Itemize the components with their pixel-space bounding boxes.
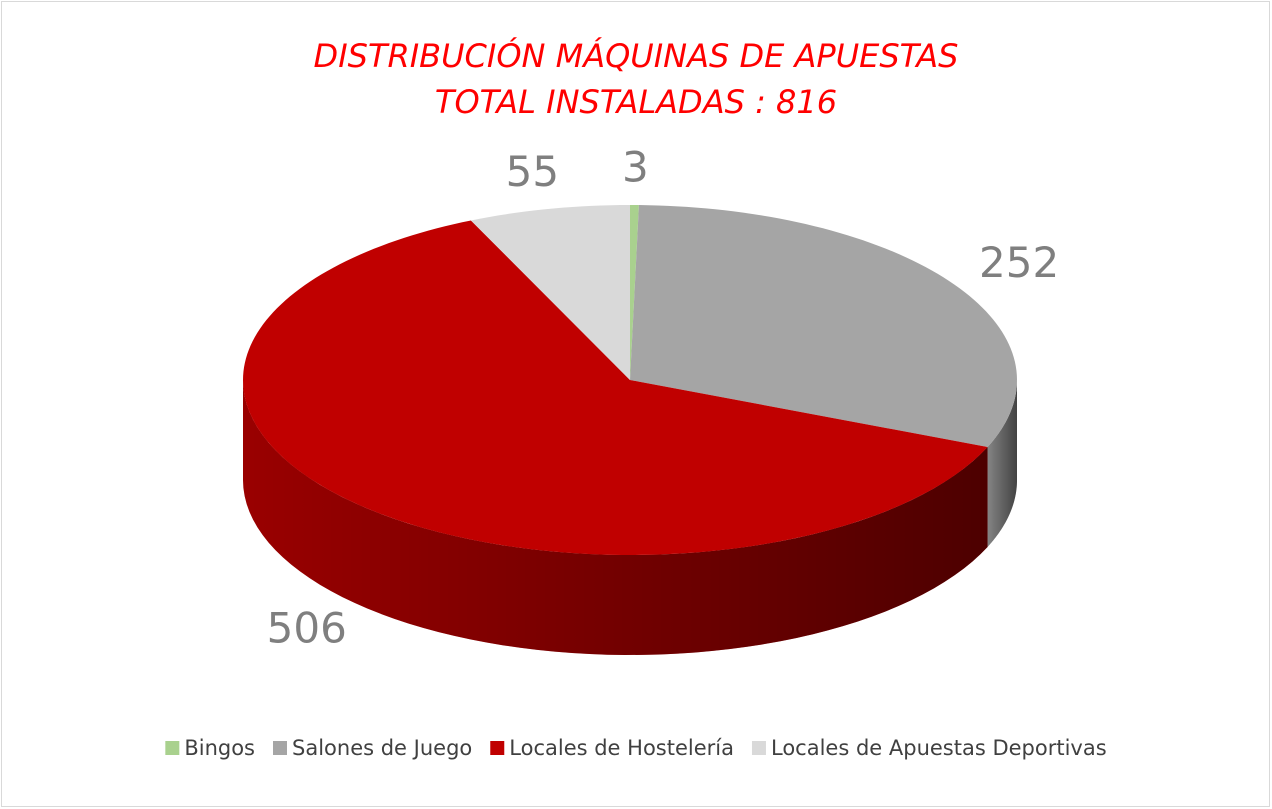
slice-side-shade	[243, 380, 988, 655]
slice	[470, 205, 630, 380]
data-label: 3	[622, 143, 649, 192]
legend-swatch	[751, 741, 766, 755]
slice-side-shade	[987, 380, 1017, 547]
legend-label: Locales de Apuestas Deportivas	[771, 736, 1107, 760]
legend-swatch	[490, 741, 505, 755]
slice	[630, 205, 639, 380]
data-label: 252	[979, 238, 1059, 287]
data-label: 506	[267, 603, 347, 652]
legend-label: Locales de Hostelería	[509, 736, 734, 760]
chart-title: DISTRIBUCIÓN MÁQUINAS DE APUESTAS	[314, 36, 959, 75]
legend-label: Salones de Juego	[292, 736, 472, 760]
slice	[630, 205, 1017, 447]
chart-subtitle: TOTAL INSTALADAS : 816	[435, 83, 837, 121]
legend-swatch	[273, 741, 287, 755]
data-label: 55	[506, 147, 559, 196]
legend-label: Bingos	[184, 736, 255, 760]
slice	[243, 220, 988, 555]
legend-swatch	[165, 741, 180, 755]
